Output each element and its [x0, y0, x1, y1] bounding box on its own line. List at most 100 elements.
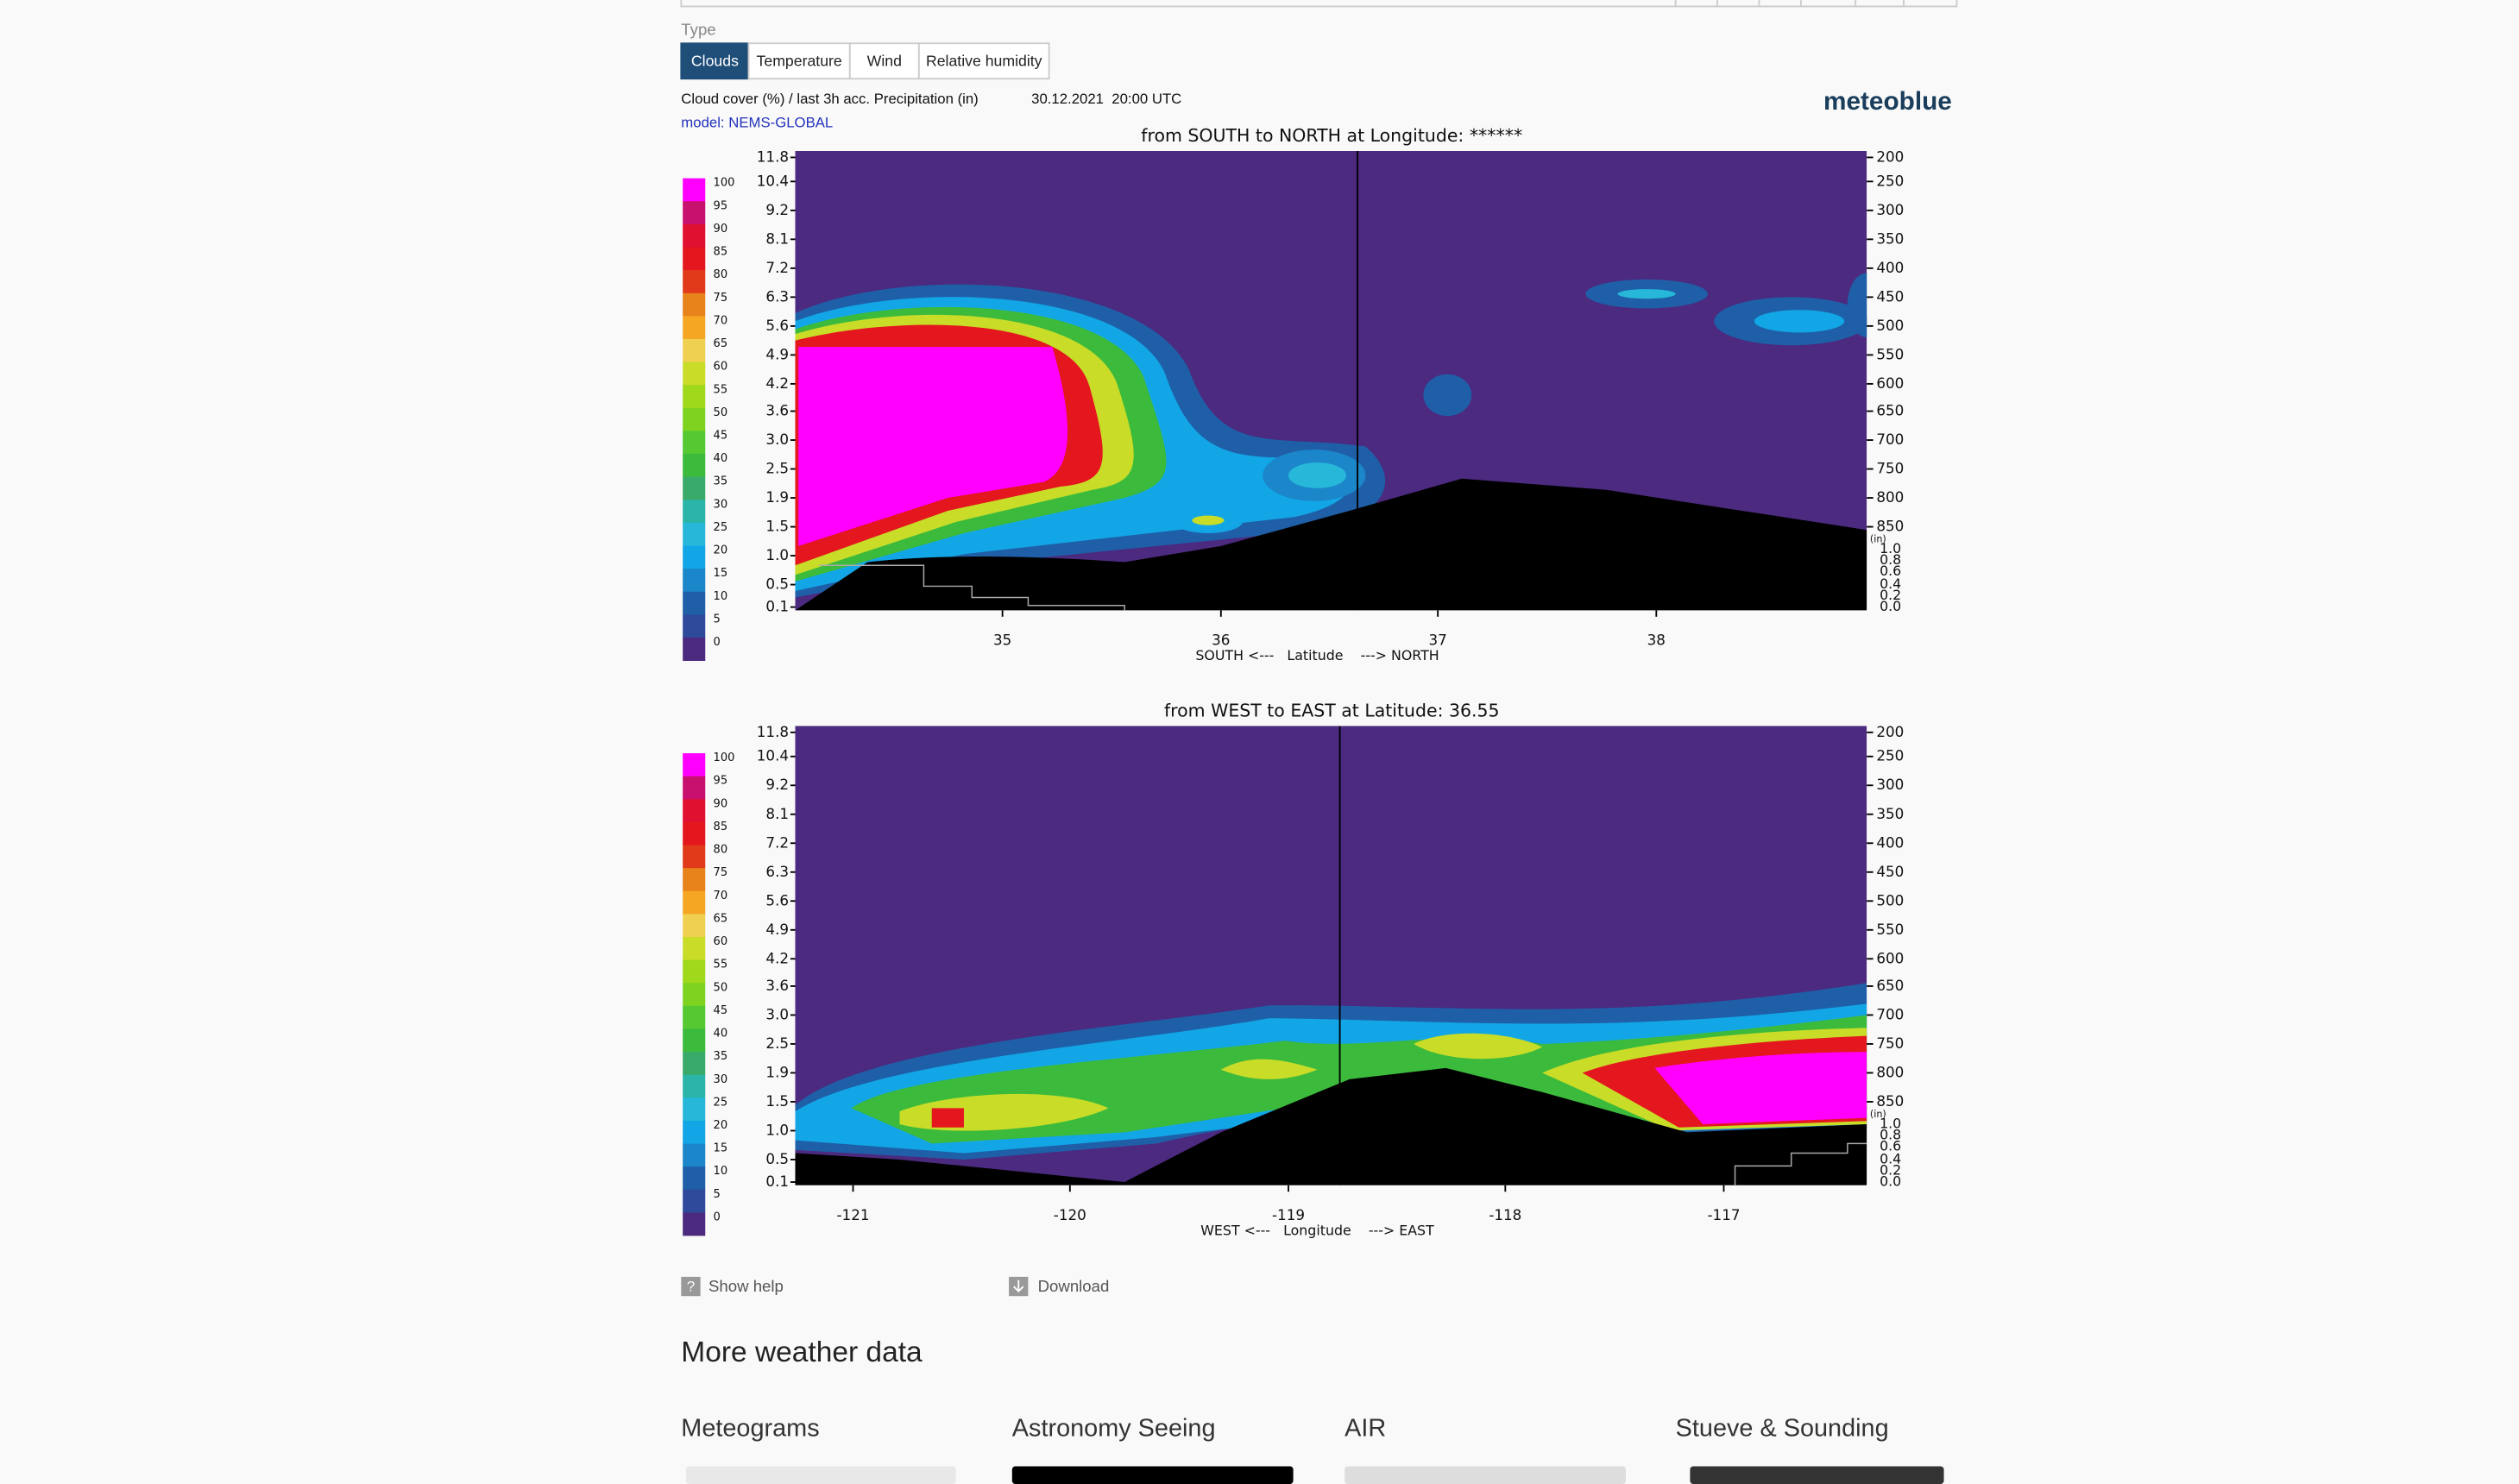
- pressure-tick-label: 450: [1876, 863, 1904, 880]
- precip-tick-label: 0.8: [1880, 1127, 1901, 1143]
- y-tick-label: 6.3: [765, 287, 789, 305]
- x-axis-label: WEST <--- Longitude ---> EAST: [1200, 1222, 1434, 1238]
- legend-label: 0: [714, 636, 721, 649]
- legend-swatch: [683, 638, 706, 661]
- y-tick-label: 1.0: [765, 1121, 789, 1138]
- legend-swatch: [683, 821, 706, 846]
- pressure-tick-label: 350: [1876, 230, 1904, 247]
- y-tick-label: 5.6: [765, 891, 789, 909]
- y-tick-label: 3.6: [765, 977, 789, 994]
- legend-label: 25: [714, 521, 728, 534]
- legend-swatch: [683, 868, 706, 892]
- precip-tick-label: 0.4: [1880, 575, 1901, 592]
- legend-label: 30: [714, 1073, 728, 1086]
- precip-tick-label: 1.0: [1880, 1116, 1901, 1132]
- legend-label: 100: [714, 177, 735, 190]
- legend-swatch: [683, 1166, 706, 1191]
- pressure-tick-label: 250: [1876, 747, 1904, 764]
- pressure-tick-label: 700: [1876, 1005, 1904, 1022]
- legend-swatch: [683, 178, 706, 202]
- card-image[interactable]: [1011, 1466, 1294, 1484]
- pressure-tick-label: 200: [1876, 148, 1904, 165]
- tab[interactable]: [917, 42, 1050, 80]
- cards: Meteograms Astronomy Seeing AIR Stueve & So…: [681, 1414, 1944, 1484]
- card-image[interactable]: [1345, 1466, 1626, 1484]
- card-image[interactable]: [685, 1466, 956, 1484]
- legend-swatch: [683, 292, 706, 317]
- card-title[interactable]: AIR: [1345, 1414, 1386, 1442]
- y-tick-label: 3.6: [765, 402, 789, 419]
- legend-label: 60: [714, 935, 728, 948]
- y-tick-label: 4.9: [765, 345, 789, 362]
- card-image[interactable]: [1690, 1466, 1944, 1484]
- legend-swatch: [683, 1028, 706, 1053]
- x-tick-label: 36: [1212, 632, 1230, 649]
- legend-swatch: [683, 545, 706, 569]
- pressure-tick-label: 250: [1876, 172, 1904, 189]
- y-tick-label: 3.0: [765, 431, 789, 448]
- legend-swatch: [683, 1052, 706, 1076]
- legend-swatch: [683, 431, 706, 455]
- x-tick-label: -121: [837, 1206, 870, 1223]
- legend-swatch: [683, 454, 706, 478]
- legend-label: 90: [714, 223, 728, 236]
- legend-label: 55: [714, 383, 728, 396]
- y-tick-label: 9.2: [765, 201, 789, 218]
- tab-label[interactable]: Temperature: [757, 52, 842, 69]
- card-title[interactable]: Astronomy Seeing: [1012, 1414, 1216, 1442]
- legend-swatch: [683, 799, 706, 823]
- legend-label: 45: [714, 1004, 728, 1017]
- x-tick-label: 35: [993, 632, 1011, 649]
- y-tick-label: 8.1: [765, 230, 789, 247]
- x-tick-label: -117: [1707, 1206, 1740, 1223]
- tab[interactable]: [680, 42, 750, 80]
- legend-swatch: [683, 385, 706, 409]
- legend-label: 30: [714, 498, 728, 511]
- tab-label[interactable]: Wind: [867, 52, 902, 69]
- legend-label: 35: [714, 475, 728, 488]
- card-title[interactable]: Stueve & Sounding: [1676, 1414, 1889, 1442]
- link[interactable]: Download: [1038, 1277, 1110, 1295]
- links: Show help Download: [708, 1277, 1109, 1295]
- legend-label: 65: [714, 337, 728, 350]
- precip-tick-label: 0.2: [1880, 587, 1901, 603]
- legend-swatch: [683, 983, 706, 1007]
- pressure-tick-label: 750: [1876, 460, 1904, 477]
- tab-label[interactable]: Relative humidity: [926, 52, 1042, 69]
- legend-label: 50: [714, 406, 728, 419]
- legend-swatch: [683, 338, 706, 362]
- legend-label: 70: [714, 314, 728, 327]
- precip-tick-label: (in): [1870, 1109, 1886, 1120]
- help-icon-glyph: ?: [687, 1278, 695, 1294]
- y-tick-label: 6.3: [765, 863, 789, 880]
- pressure-tick-label: 850: [1876, 1092, 1904, 1110]
- legend-swatch: [683, 890, 706, 915]
- pressure-tick-label: 800: [1876, 1063, 1904, 1080]
- legend-swatch: [683, 1212, 706, 1236]
- pressure-tick-label: 750: [1876, 1034, 1904, 1052]
- type-label: Type: [681, 20, 715, 38]
- tab[interactable]: [747, 42, 851, 80]
- pressure-tick-label: 300: [1876, 776, 1904, 793]
- legend-label: 75: [714, 866, 728, 879]
- precip-tick-label: (in): [1870, 533, 1886, 544]
- y-tick-label: 0.1: [765, 1173, 789, 1190]
- tab-label[interactable]: Clouds: [691, 52, 739, 69]
- card-title[interactable]: Meteograms: [681, 1414, 819, 1442]
- legend-label: 5: [714, 1188, 721, 1201]
- link[interactable]: Show help: [708, 1277, 784, 1295]
- pressure-tick-label: 600: [1876, 949, 1904, 966]
- legend-label: 75: [714, 292, 728, 305]
- legend-label: 15: [714, 567, 728, 580]
- contour-plot: [795, 726, 1867, 1185]
- legend-label: 25: [714, 1096, 728, 1109]
- legend-swatch: [683, 936, 706, 960]
- legend-label: 60: [714, 361, 728, 374]
- legend-swatch: [683, 776, 706, 800]
- legend-label: 70: [714, 890, 728, 902]
- y-tick-label: 4.2: [765, 374, 789, 392]
- legend-label: 5: [714, 613, 721, 626]
- help-icon[interactable]: [681, 1276, 701, 1297]
- legend-swatch: [683, 753, 706, 777]
